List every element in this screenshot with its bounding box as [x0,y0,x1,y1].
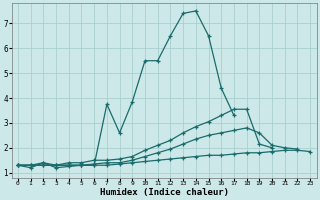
X-axis label: Humidex (Indice chaleur): Humidex (Indice chaleur) [100,188,228,197]
